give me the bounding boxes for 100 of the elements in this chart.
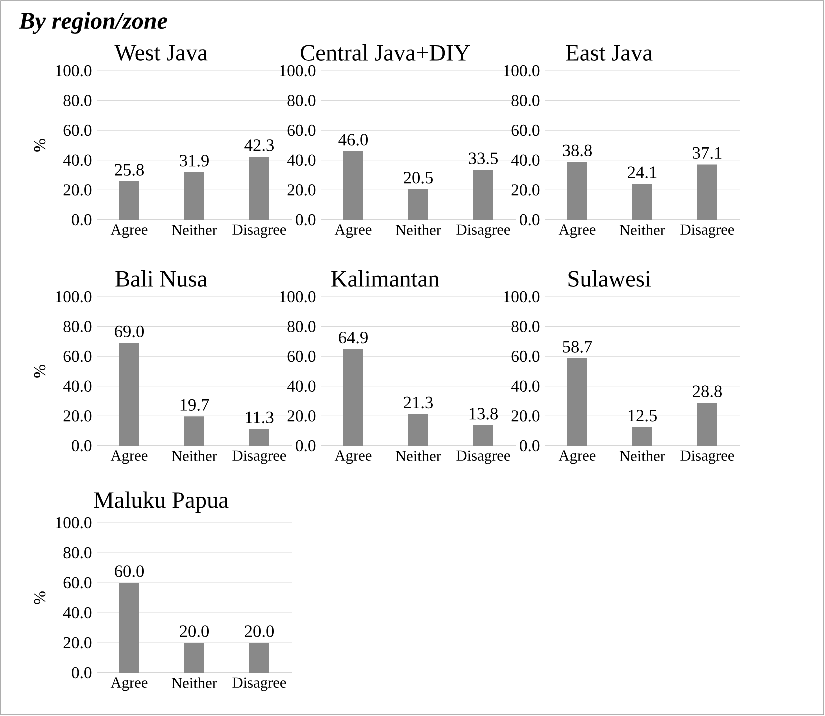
y-tick-label: 100.0 — [504, 65, 540, 77]
text: By region/zone — [19, 12, 168, 34]
data-label: 31.9 — [180, 155, 209, 167]
chart-title: Sulawesi — [568, 270, 652, 287]
bar — [250, 156, 270, 220]
y-tick-label: 100.0 — [280, 291, 316, 303]
y-tick-label: 0.0 — [296, 440, 316, 452]
y-tick-label: 80.0 — [288, 95, 316, 106]
y-tick-label: 40.0 — [511, 154, 540, 166]
y-tick-label: 20.0 — [512, 410, 540, 422]
y-axis-title: % — [34, 139, 46, 152]
y-tick-label: 80.0 — [64, 321, 92, 332]
data-label: 28.8 — [693, 386, 722, 398]
data-label: 19.7 — [180, 399, 210, 412]
data-label: 38.8 — [563, 144, 592, 157]
y-tick-label: 40.0 — [63, 380, 92, 392]
bar — [408, 189, 428, 220]
data-label: 20.5 — [404, 172, 433, 184]
y-tick-label: 100.0 — [504, 291, 540, 303]
data-label: 69.0 — [115, 326, 144, 338]
data-label: 11.3 — [246, 412, 274, 424]
bar — [697, 403, 718, 446]
x-tick-label: Agree — [334, 450, 372, 464]
x-tick-label: Neither — [396, 450, 442, 462]
chart-title: East Java — [566, 45, 653, 61]
y-tick-label: 60.0 — [64, 350, 92, 362]
y-tick-label: 0.0 — [72, 667, 92, 679]
y-tick-label: 100.0 — [280, 65, 316, 77]
bar — [632, 427, 652, 446]
data-label: 60.0 — [115, 566, 144, 578]
y-axis-title: % — [34, 365, 46, 378]
y-tick-label: 20.0 — [64, 637, 92, 649]
y-tick-label: 40.0 — [287, 154, 316, 166]
chart-title: Kalimantan — [332, 270, 440, 287]
chart-title: Maluku Papua — [94, 492, 229, 513]
data-label: 42.3 — [244, 140, 274, 152]
data-label: 46.0 — [338, 134, 368, 146]
x-tick-label: Disagree — [456, 224, 510, 238]
y-tick-label: 0.0 — [72, 440, 92, 452]
x-tick-label: Neither — [172, 678, 218, 688]
bar — [120, 182, 140, 220]
x-tick-label: Neither — [620, 450, 666, 462]
y-tick-label: 20.0 — [288, 410, 316, 422]
y-tick-label: 80.0 — [64, 547, 92, 559]
data-label: 20.0 — [245, 626, 274, 638]
x-tick-label: Disagree — [456, 450, 510, 464]
x-tick-label: Agree — [558, 224, 596, 238]
data-label: 24.1 — [628, 166, 657, 178]
bar — [568, 162, 588, 220]
y-tick-label: 0.0 — [296, 214, 316, 226]
y-tick-label: 80.0 — [288, 321, 316, 332]
x-tick-label: Neither — [172, 224, 218, 236]
x-tick-label: Neither — [172, 450, 218, 462]
y-tick-label: 20.0 — [288, 184, 316, 196]
bar — [250, 429, 270, 446]
x-tick-label: Neither — [396, 224, 442, 236]
y-tick-label: 60.0 — [288, 350, 316, 362]
y-tick-label: 60.0 — [512, 124, 540, 136]
x-tick-label: Disagree — [232, 224, 286, 238]
y-tick-label: 0.0 — [520, 440, 540, 452]
y-tick-label: 0.0 — [72, 214, 92, 226]
y-tick-label: 40.0 — [511, 380, 540, 392]
data-label: 25.8 — [115, 164, 144, 176]
x-tick-label: Disagree — [680, 224, 734, 238]
bar — [697, 164, 718, 220]
bar — [408, 414, 428, 446]
bar — [120, 343, 140, 446]
y-tick-label: 80.0 — [512, 321, 540, 332]
y-tick-label: 20.0 — [64, 184, 92, 196]
bar — [474, 170, 494, 220]
bar — [568, 358, 588, 446]
x-tick-label: Agree — [110, 678, 148, 692]
chart-title: Bali Nusa — [116, 270, 208, 287]
y-tick-label: 100.0 — [56, 517, 92, 529]
x-tick-label: Neither — [620, 224, 666, 236]
data-label: 12.5 — [628, 410, 657, 422]
y-tick-label: 40.0 — [63, 607, 92, 619]
data-label: 58.7 — [563, 341, 592, 353]
x-tick-label: Agree — [558, 450, 596, 464]
bar — [474, 425, 494, 446]
data-label: 21.3 — [404, 396, 433, 409]
x-tick-label: Disagree — [232, 678, 286, 692]
chart-title: West Java — [114, 45, 208, 61]
data-label: 20.0 — [180, 626, 210, 638]
y-tick-label: 40.0 — [287, 380, 316, 392]
y-axis-title: % — [34, 592, 46, 604]
y-tick-label: 20.0 — [512, 184, 540, 196]
y-tick-label: 80.0 — [512, 95, 540, 106]
bar — [184, 172, 204, 220]
x-tick-label: Agree — [110, 450, 148, 464]
data-label: 64.9 — [339, 332, 368, 344]
bar — [184, 416, 204, 446]
y-tick-label: 100.0 — [56, 65, 92, 77]
y-tick-label: 60.0 — [288, 124, 316, 136]
x-tick-label: Agree — [110, 224, 148, 238]
data-label: 13.8 — [470, 408, 498, 420]
y-tick-label: 60.0 — [64, 577, 92, 589]
y-tick-label: 100.0 — [56, 291, 92, 303]
y-tick-label: 0.0 — [520, 214, 540, 226]
x-tick-label: Agree — [334, 224, 372, 238]
